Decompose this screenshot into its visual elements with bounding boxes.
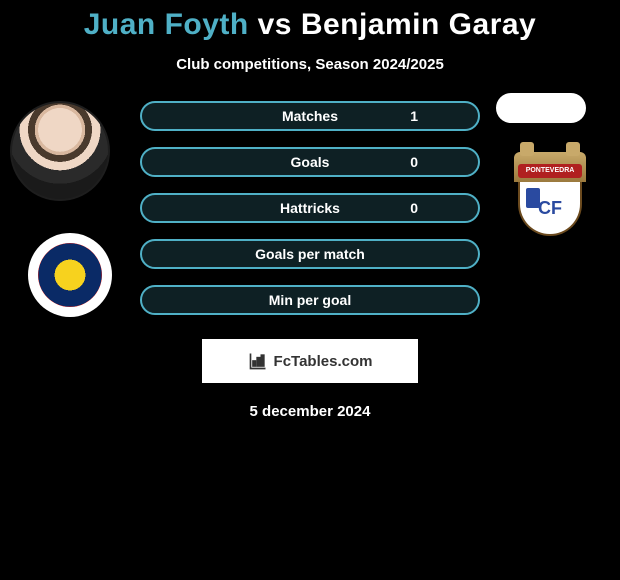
stat-label: Matches xyxy=(282,108,338,124)
stat-label: Min per goal xyxy=(269,292,351,308)
player1-name: Juan Foyth xyxy=(84,8,249,41)
stat-label: Hattricks xyxy=(280,200,340,216)
crest-banner: PONTEVEDRA xyxy=(518,164,582,178)
stat-value: 1 xyxy=(410,108,418,124)
stats-area: PONTEVEDRA CF Matches 1 Goals 0 Hattrick… xyxy=(0,101,620,331)
player1-club-crest xyxy=(28,233,112,317)
stat-value: 0 xyxy=(410,154,418,170)
stat-bars: Matches 1 Goals 0 Hattricks 0 Goals per … xyxy=(140,101,480,331)
stat-row-matches: Matches 1 xyxy=(140,101,480,131)
stat-value: 0 xyxy=(410,200,418,216)
page-title: Juan Foyth vs Benjamin Garay xyxy=(0,0,620,42)
pontevedra-icon: PONTEVEDRA CF xyxy=(514,152,586,238)
player2-name: Benjamin Garay xyxy=(301,8,536,41)
villarreal-icon xyxy=(38,243,102,307)
date-label: 5 december 2024 xyxy=(0,403,620,420)
stat-label: Goals xyxy=(291,154,330,170)
subtitle: Club competitions, Season 2024/2025 xyxy=(0,56,620,73)
watermark: FcTables.com xyxy=(202,339,418,383)
vs-label: vs xyxy=(258,8,292,41)
stat-row-goals: Goals 0 xyxy=(140,147,480,177)
bar-chart-icon xyxy=(248,351,268,371)
watermark-text: FcTables.com xyxy=(274,353,373,370)
stat-label: Goals per match xyxy=(255,246,365,262)
crest-monogram: CF xyxy=(518,182,582,236)
player1-avatar xyxy=(10,101,110,201)
stat-row-gpm: Goals per match xyxy=(140,239,480,269)
stat-row-mpg: Min per goal xyxy=(140,285,480,315)
stat-row-hattricks: Hattricks 0 xyxy=(140,193,480,223)
player2-club-crest: PONTEVEDRA CF xyxy=(500,145,600,245)
player2-avatar-placeholder xyxy=(496,93,586,123)
